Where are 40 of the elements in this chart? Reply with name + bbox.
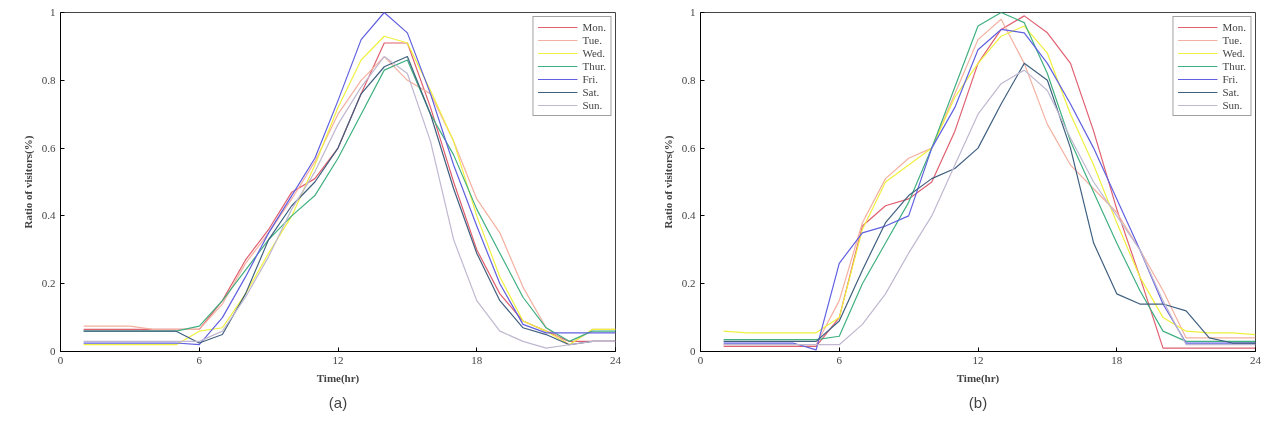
y-axis-title: Ratio of visitors(%) [661, 135, 675, 229]
legend-label: Sat. [582, 86, 601, 98]
legend-label: Thur. [1222, 60, 1246, 72]
legend-label: Tue. [582, 34, 603, 46]
y-tick-label: 1 [690, 6, 696, 18]
x-axis-title: Time(hr) [956, 371, 1000, 385]
y-tick-label: 0.8 [681, 73, 696, 86]
legend-label: Mon. [582, 21, 606, 33]
x-tick-label: 6 [196, 353, 203, 366]
y-tick-label: 0.2 [41, 277, 56, 290]
x-tick-label: 6 [836, 353, 843, 366]
y-tick-label: 0 [690, 345, 696, 357]
legend-label: Sat. [1222, 86, 1241, 98]
y-tick-label: 0.8 [41, 73, 56, 86]
legend-label: Mon. [1222, 21, 1246, 33]
x-tick-label: 24 [610, 353, 622, 366]
x-tick-label: 12 [972, 353, 984, 366]
legend-label: Wed. [582, 47, 606, 59]
text: (a) [328, 393, 348, 411]
legend-label: Sun. [1222, 99, 1243, 111]
y-tick-label: 0.4 [681, 209, 696, 222]
x-axis-title: Time(hr) [316, 371, 360, 385]
legend-label: Thur. [582, 60, 606, 72]
y-tick-label: 1 [50, 6, 56, 18]
legend-label: Fri. [1222, 73, 1240, 85]
legend-label: Tue. [1222, 34, 1243, 46]
y-tick-label: 0.6 [41, 141, 56, 154]
x-tick-label: 18 [471, 353, 483, 366]
y-tick-label: 0.2 [681, 277, 696, 290]
legend-label: Wed. [1222, 47, 1246, 59]
x-tick-label: 18 [1111, 353, 1123, 366]
x-tick-label: 24 [1250, 353, 1262, 366]
y-tick-label: 0.6 [681, 141, 696, 154]
y-tick-label: 0.4 [41, 209, 56, 222]
text: (b) [968, 393, 988, 411]
y-tick-label: 0 [50, 345, 56, 357]
x-tick-label: 12 [332, 353, 344, 366]
y-axis-title: Ratio of visitors(%) [21, 135, 35, 229]
legend-label: Sun. [582, 99, 603, 111]
legend-label: Fri. [582, 73, 600, 85]
